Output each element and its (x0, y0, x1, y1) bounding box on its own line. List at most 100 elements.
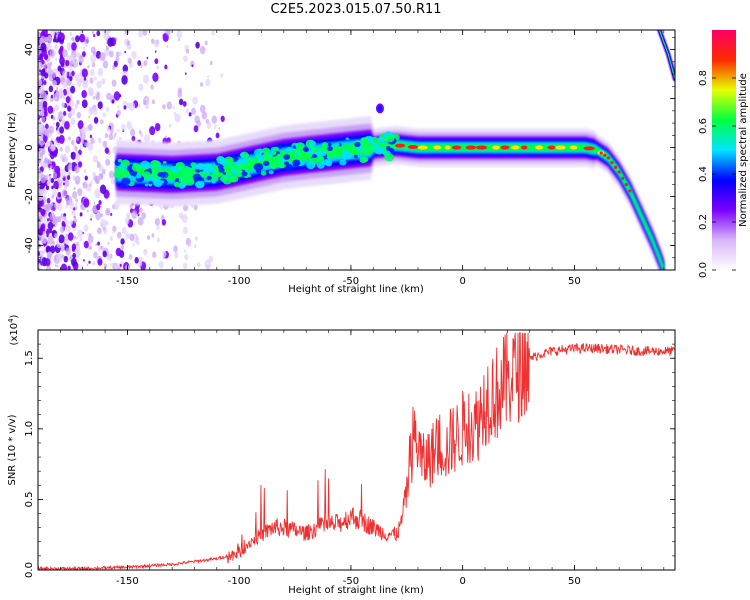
ridge-blob (360, 146, 365, 150)
noise-speckle (88, 115, 91, 119)
noise-speckle (105, 158, 111, 166)
noise-speckle (103, 263, 108, 269)
ridge-blob (286, 147, 293, 153)
noise-speckle (129, 101, 136, 111)
noise-speckle (105, 45, 109, 51)
noise-speckle (139, 207, 143, 213)
noise-speckle (77, 120, 84, 130)
noise-speckle (69, 219, 74, 226)
noise-speckle (154, 58, 159, 65)
noise-speckle (100, 213, 103, 218)
noise-speckle (73, 218, 77, 224)
spectrogram-frame (37, 29, 676, 271)
noise-speckle (47, 105, 54, 114)
noise-speckle (93, 251, 98, 259)
noise-speckle (76, 78, 82, 88)
ridge-blob (359, 156, 368, 164)
noise-speckle (151, 233, 155, 238)
noise-speckle (166, 137, 171, 144)
ridge-blob (316, 162, 325, 169)
noise-speckle (132, 243, 135, 247)
noise-speckle (201, 111, 208, 120)
ridge-blob (142, 171, 151, 178)
noise-speckle (108, 133, 114, 141)
noise-speckle (88, 123, 93, 131)
noise-speckle (72, 252, 77, 259)
noise-speckle (45, 143, 48, 148)
ridge-band (116, 138, 664, 270)
noise-speckle (137, 213, 140, 217)
noise-speckle (116, 231, 122, 239)
noise-speckle (96, 30, 101, 37)
noise-speckle (199, 104, 206, 114)
noise-speckle (135, 240, 140, 246)
snr-scale-close: ) (9, 314, 20, 318)
noise-speckle (40, 208, 46, 217)
noise-speckle (109, 236, 113, 241)
noise-speckle (83, 240, 89, 249)
ridge-blob (144, 183, 149, 187)
noise-speckle (45, 123, 49, 130)
ridge-core (395, 143, 406, 148)
noise-speckle (38, 78, 43, 87)
ridge-core (521, 145, 528, 150)
ridge-blob (147, 176, 155, 182)
noise-speckle (76, 137, 79, 142)
noise-speckle (58, 234, 65, 244)
ridge-blob (192, 173, 201, 181)
noise-speckle (194, 115, 200, 124)
noise-speckle (122, 64, 129, 73)
ridge-blob (273, 146, 280, 152)
ridge-core (610, 161, 614, 165)
noise-speckle (71, 70, 75, 76)
noise-speckle (154, 122, 161, 132)
noise-speckle (55, 57, 58, 62)
noise-speckle (107, 242, 110, 245)
noise-speckle (204, 40, 208, 46)
ridge-core (606, 156, 610, 160)
noise-speckle (166, 101, 173, 110)
noise-speckle (72, 209, 76, 215)
noise-speckle (93, 201, 96, 205)
ridge-blob (312, 154, 317, 158)
noise-speckle (41, 223, 46, 230)
ridge-blob (202, 163, 211, 170)
ridge-blob (175, 161, 185, 170)
noise-speckle (96, 203, 101, 211)
noise-speckle (52, 79, 57, 87)
noise-speckle (141, 212, 146, 220)
noise-speckle (51, 185, 54, 190)
ridge-core (500, 145, 510, 150)
noise-speckle (54, 104, 59, 111)
noise-speckle (46, 62, 52, 70)
noise-speckle (214, 123, 217, 128)
noise-speckle (89, 134, 93, 139)
noise-speckle (91, 31, 95, 35)
noise-speckle (79, 144, 83, 150)
noise-speckle (75, 153, 81, 161)
noise-speckle (48, 167, 51, 171)
noise-speckle (146, 235, 151, 240)
noise-speckle (52, 189, 58, 197)
noise-speckle (54, 96, 58, 101)
noise-speckle (87, 233, 90, 237)
noise-speckle (38, 258, 41, 264)
noise-speckle (102, 112, 106, 118)
ridge-blob (120, 171, 129, 178)
noise-speckle (82, 77, 88, 85)
noise-speckle (90, 54, 97, 64)
noise-speckle (116, 109, 121, 117)
colorbar-tick-label: 0.8 (698, 70, 709, 86)
noise-speckle (83, 77, 87, 81)
noise-speckle (40, 135, 44, 140)
noise-speckle (188, 112, 192, 117)
noise-speckle (191, 107, 196, 115)
noise-speckle (48, 203, 53, 210)
noise-speckle (88, 245, 92, 250)
noise-speckle (87, 142, 94, 152)
noise-speckle (100, 245, 103, 250)
noise-speckle (218, 127, 221, 130)
noise-speckle (89, 68, 95, 77)
ridge-blob (148, 184, 152, 187)
noise-speckle (108, 170, 115, 179)
